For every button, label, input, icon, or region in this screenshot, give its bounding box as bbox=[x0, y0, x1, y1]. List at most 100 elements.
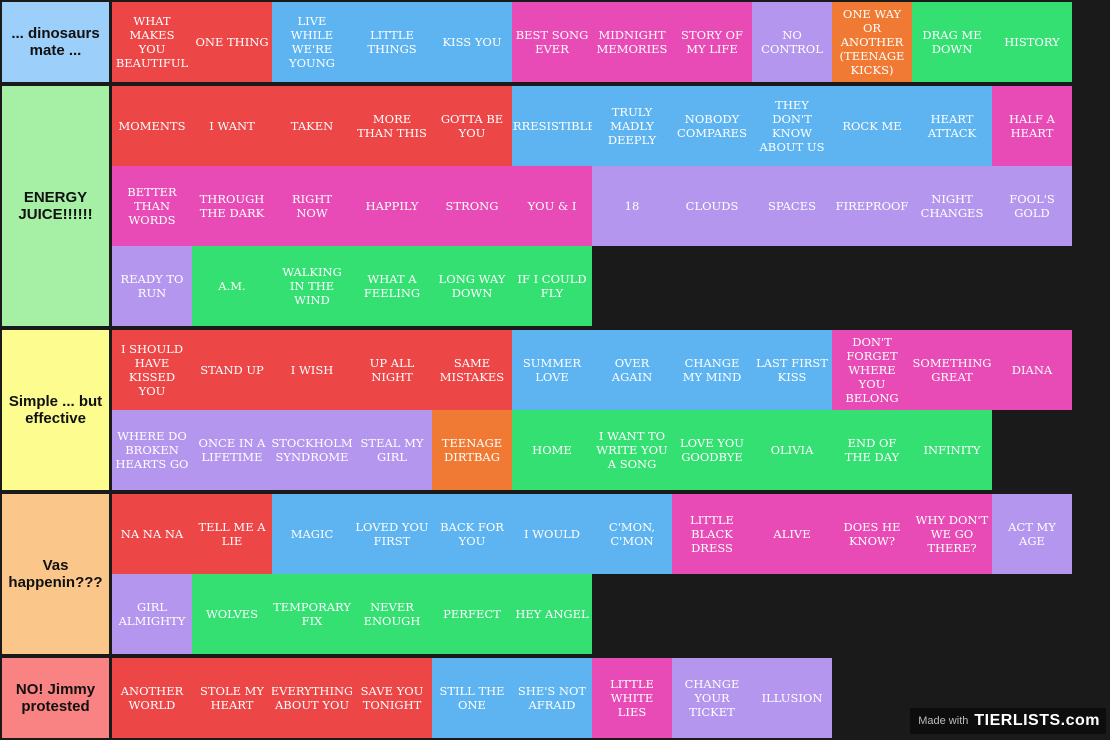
song-tile[interactable]: Perfect bbox=[432, 574, 512, 654]
song-tile[interactable]: Kiss you bbox=[432, 2, 512, 82]
song-tile[interactable]: One thing bbox=[192, 2, 272, 82]
song-tile[interactable]: Up all night bbox=[352, 330, 432, 410]
song-tile[interactable]: Truly madly deeply bbox=[592, 86, 672, 166]
song-tile[interactable]: Best song ever bbox=[512, 2, 592, 82]
song-tile[interactable]: Rock me bbox=[832, 86, 912, 166]
song-tile[interactable]: Act my age bbox=[992, 494, 1072, 574]
song-tile[interactable]: Wolves bbox=[192, 574, 272, 654]
song-tile[interactable]: You & I bbox=[512, 166, 592, 246]
song-tile[interactable]: Stand up bbox=[192, 330, 272, 410]
song-tile[interactable]: Long way down bbox=[432, 246, 512, 326]
tier-items: Na na na Tell me a lie Magic Loved you firs… bbox=[112, 494, 1072, 654]
song-tile[interactable]: Nobody compares bbox=[672, 86, 752, 166]
song-tile[interactable]: Live while we're young bbox=[272, 2, 352, 82]
song-tile[interactable]: I should have kissed you bbox=[112, 330, 192, 410]
song-tile[interactable]: Tell me a lie bbox=[192, 494, 272, 574]
song-tile[interactable]: Illusion bbox=[752, 658, 832, 738]
song-tile[interactable]: Stole my heart bbox=[192, 658, 272, 738]
song-tile[interactable]: Love you goodbye bbox=[672, 410, 752, 490]
song-tile[interactable]: Girl almighty bbox=[112, 574, 192, 654]
song-tile[interactable]: Midnight memories bbox=[592, 2, 672, 82]
song-tile[interactable]: Half a heart bbox=[992, 86, 1072, 166]
tier-label[interactable]: Simple ... but effective bbox=[2, 330, 109, 490]
song-tile[interactable]: History bbox=[992, 2, 1072, 82]
song-tile[interactable]: Little things bbox=[352, 2, 432, 82]
song-tile[interactable]: Once in a lifetime bbox=[192, 410, 272, 490]
tier-label[interactable]: Vas happenin??? bbox=[2, 494, 109, 654]
song-tile[interactable]: Gotta be you bbox=[432, 86, 512, 166]
tier-label[interactable]: NO! Jimmy protested bbox=[2, 658, 109, 738]
song-tile[interactable]: Happily bbox=[352, 166, 432, 246]
tier-label[interactable]: ENERGY JUICE!!!!!! bbox=[2, 86, 109, 326]
song-tile[interactable]: Magic bbox=[272, 494, 352, 574]
song-tile[interactable]: Something great bbox=[912, 330, 992, 410]
song-tile[interactable]: Why don't we go there? bbox=[912, 494, 992, 574]
song-tile[interactable]: Still the one bbox=[432, 658, 512, 738]
song-tile[interactable]: Don't forget where you belong bbox=[832, 330, 912, 410]
song-tile[interactable]: They don't know about us bbox=[752, 86, 832, 166]
song-tile[interactable]: What a feeling bbox=[352, 246, 432, 326]
song-tile[interactable]: One way or another (teenage kicks) bbox=[832, 2, 912, 82]
song-tile[interactable]: Better than words bbox=[112, 166, 192, 246]
song-tile[interactable]: Where do broken hearts go bbox=[112, 410, 192, 490]
song-tile[interactable]: No control bbox=[752, 2, 832, 82]
song-tile[interactable]: Alive bbox=[752, 494, 832, 574]
song-tile[interactable]: Moments bbox=[112, 86, 192, 166]
song-tile[interactable]: Walking in the wind bbox=[272, 246, 352, 326]
song-tile[interactable]: Ready to run bbox=[112, 246, 192, 326]
song-tile[interactable]: I would bbox=[512, 494, 592, 574]
song-tile[interactable]: What makes you beautiful bbox=[112, 2, 192, 82]
song-tile[interactable]: Loved you first bbox=[352, 494, 432, 574]
song-tile[interactable]: End of the day bbox=[832, 410, 912, 490]
song-tile[interactable]: Same mistakes bbox=[432, 330, 512, 410]
song-tile[interactable]: Infinity bbox=[912, 410, 992, 490]
song-tile[interactable]: Temporary fix bbox=[272, 574, 352, 654]
song-tile[interactable]: Spaces bbox=[752, 166, 832, 246]
song-tile[interactable]: Back for you bbox=[432, 494, 512, 574]
song-tile[interactable]: Never enough bbox=[352, 574, 432, 654]
song-tile[interactable]: A.M. bbox=[192, 246, 272, 326]
song-tile[interactable]: Right now bbox=[272, 166, 352, 246]
song-tile[interactable]: 18 bbox=[592, 166, 672, 246]
song-tile[interactable]: Does he know? bbox=[832, 494, 912, 574]
song-tile[interactable]: Over again bbox=[592, 330, 672, 410]
song-tile[interactable]: Last first kiss bbox=[752, 330, 832, 410]
song-tile[interactable]: I wish bbox=[272, 330, 352, 410]
song-tile[interactable]: Change my mind bbox=[672, 330, 752, 410]
song-tile[interactable]: Summer love bbox=[512, 330, 592, 410]
song-tile[interactable]: Hey angel bbox=[512, 574, 592, 654]
watermark[interactable]: Made with TIERLISTS.com bbox=[910, 708, 1106, 734]
song-tile[interactable]: Diana bbox=[992, 330, 1072, 410]
tier-label[interactable]: ... dinosaurs mate ... bbox=[2, 2, 109, 82]
song-tile[interactable]: Story of my life bbox=[672, 2, 752, 82]
song-tile[interactable]: Steal my girl bbox=[352, 410, 432, 490]
song-tile[interactable]: Little white lies bbox=[592, 658, 672, 738]
song-tile[interactable]: Stockholm syndrome bbox=[272, 410, 352, 490]
song-tile[interactable]: More than this bbox=[352, 86, 432, 166]
song-tile[interactable]: Little black dress bbox=[672, 494, 752, 574]
song-tile[interactable]: C'mon, c'mon bbox=[592, 494, 672, 574]
song-tile[interactable]: Heart attack bbox=[912, 86, 992, 166]
song-tile[interactable]: Change your ticket bbox=[672, 658, 752, 738]
song-tile[interactable]: Na na na bbox=[112, 494, 192, 574]
song-tile[interactable]: Another world bbox=[112, 658, 192, 738]
song-tile[interactable]: If I could fly bbox=[512, 246, 592, 326]
song-tile[interactable]: Through the dark bbox=[192, 166, 272, 246]
song-tile[interactable]: Olivia bbox=[752, 410, 832, 490]
song-tile[interactable]: Taken bbox=[272, 86, 352, 166]
song-tile[interactable]: Night changes bbox=[912, 166, 992, 246]
song-tile[interactable]: Strong bbox=[432, 166, 512, 246]
song-tile[interactable]: Fireproof bbox=[832, 166, 912, 246]
song-tile[interactable]: I want bbox=[192, 86, 272, 166]
song-tile[interactable]: Home bbox=[512, 410, 592, 490]
song-tile[interactable]: Teenage dirtbag bbox=[432, 410, 512, 490]
song-tile[interactable]: I want to write you a song bbox=[592, 410, 672, 490]
song-tile[interactable]: Irresistible bbox=[512, 86, 592, 166]
song-tile[interactable]: She's not afraid bbox=[512, 658, 592, 738]
song-tile[interactable]: Clouds bbox=[672, 166, 752, 246]
tier-items: What makes you beautiful One thing Live wh… bbox=[112, 2, 1072, 82]
song-tile[interactable]: Save you tonight bbox=[352, 658, 432, 738]
song-tile[interactable]: Drag me down bbox=[912, 2, 992, 82]
song-tile[interactable]: Everything about you bbox=[272, 658, 352, 738]
song-tile[interactable]: Fool's gold bbox=[992, 166, 1072, 246]
